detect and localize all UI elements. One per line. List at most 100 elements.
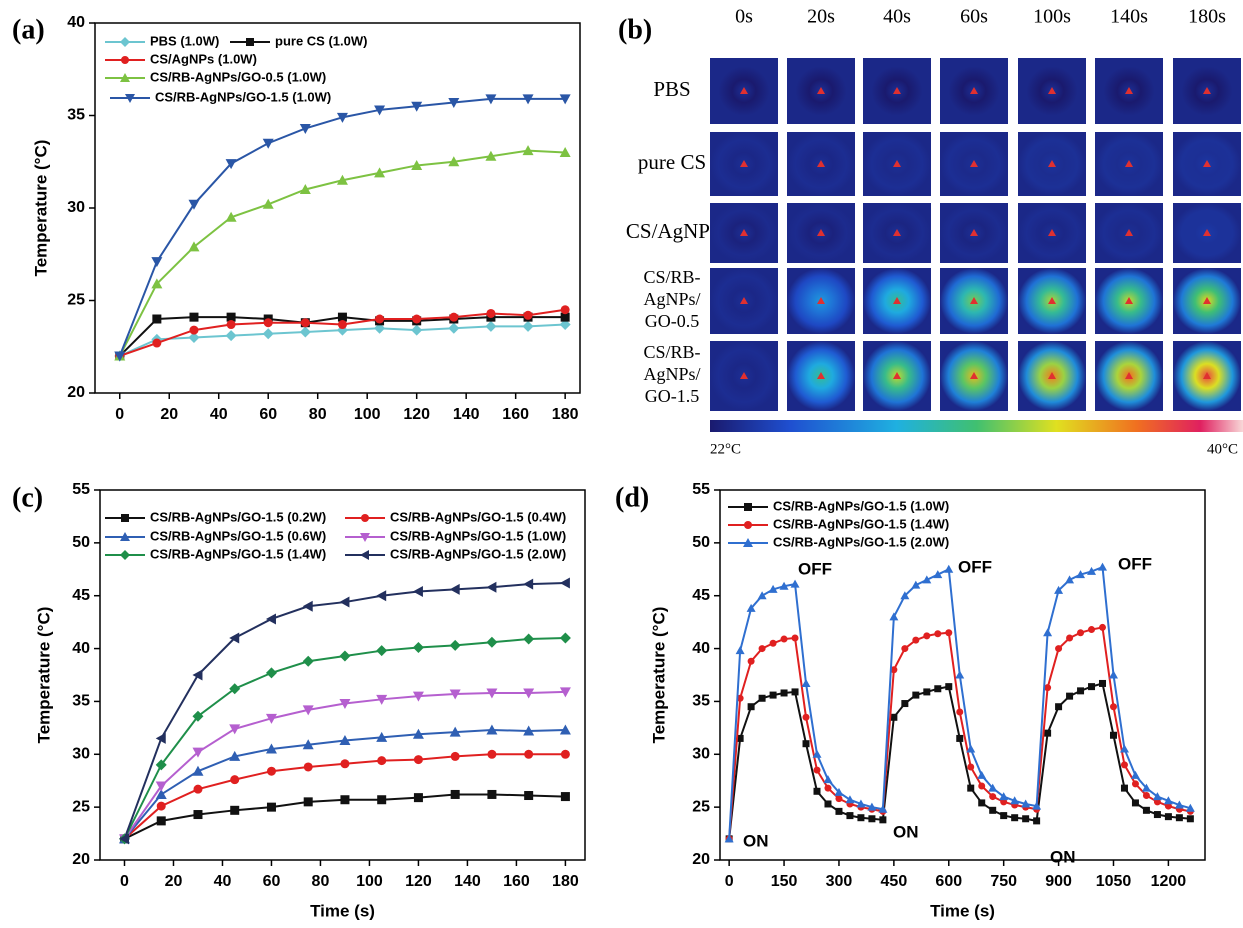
marker [523,633,535,645]
probe-marker [817,372,825,379]
x-tick-label: 60 [263,873,281,890]
y-tick-label: 25 [692,798,710,815]
marker [769,639,777,647]
marker [265,713,277,724]
marker [868,815,876,823]
marker [299,123,311,134]
probe-marker [893,297,901,304]
marker [336,174,348,185]
row-label: PBS [653,77,690,101]
probe-marker [970,372,978,379]
x-axis-title: Time (s) [310,901,375,920]
annotation: OFF [798,559,832,578]
y-axis-title: Temperature (°C) [31,140,50,277]
y-tick-label: 45 [72,587,90,604]
x-tick-label: 1200 [1151,873,1187,890]
row-label: CS/RB- [643,267,700,287]
marker [374,167,386,178]
marker [448,322,460,334]
marker [263,318,273,328]
x-tick-label: 100 [356,873,383,890]
row-label: pure CS [638,150,706,174]
marker [339,650,351,662]
marker [193,810,203,820]
plot-frame [94,22,581,394]
marker [879,816,887,824]
legend-label: CS/RB-AgNPs/GO-1.5 (1.0W) [390,528,566,543]
marker [151,257,163,268]
marker [1186,815,1194,823]
marker [757,591,767,600]
marker [412,642,424,654]
marker [302,655,314,667]
marker [524,749,534,759]
marker [524,791,534,801]
legend-marker [120,73,130,82]
marker [1142,806,1150,814]
marker [1010,796,1020,805]
marker [265,613,276,625]
marker [188,199,200,210]
marker [1011,814,1019,822]
marker [412,728,424,739]
legend-marker [360,550,369,560]
marker [1108,670,1118,679]
marker [945,629,953,637]
marker [967,784,975,792]
marker [340,759,350,769]
marker [522,320,534,332]
x-tick-label: 80 [309,406,327,423]
x-tick-label: 100 [354,406,381,423]
marker [1087,566,1097,575]
marker [790,579,800,588]
marker [1119,744,1129,753]
marker [114,351,126,362]
marker [523,310,533,320]
marker [758,694,766,702]
panel-label: (b) [618,14,652,45]
marker [1142,792,1150,800]
marker [376,645,388,657]
marker [559,319,571,331]
probe-marker [970,160,978,167]
marker [377,795,387,805]
legend-marker [744,521,752,529]
row-label: GO-1.5 [645,386,700,406]
probe-marker [1203,297,1211,304]
marker [559,724,571,735]
marker [1109,731,1117,739]
marker [945,683,953,691]
marker [486,636,498,648]
marker [780,635,788,643]
legend-label: CS/RB-AgNPs/GO-1.5 (1.0W) [155,89,331,104]
marker [486,308,496,318]
legend-label: CS/RB-AgNPs/GO-1.5 (1.4W) [773,516,949,531]
marker [1099,679,1107,687]
probe-marker [893,87,901,94]
x-tick-label: 0 [120,873,129,890]
colorbar-min: 22°C [710,441,741,457]
marker [956,708,964,716]
marker [485,94,497,105]
marker [265,667,277,679]
plot-frame [99,489,586,861]
marker [155,732,166,744]
marker [1000,812,1008,820]
marker [835,795,843,803]
y-tick-label: 25 [67,292,85,309]
marker [845,795,855,804]
probe-marker [970,297,978,304]
marker [1021,799,1031,808]
probe-marker [817,160,825,167]
marker [413,793,423,803]
marker [226,320,236,330]
marker [923,632,931,640]
marker [834,787,844,796]
legend-label: CS/RB-AgNPs/GO-1.5 (1.0W) [773,498,949,513]
marker [1088,683,1096,691]
marker [1076,570,1086,579]
annotation: ON [1050,847,1076,866]
x-tick-label: 150 [771,873,798,890]
marker [340,795,350,805]
